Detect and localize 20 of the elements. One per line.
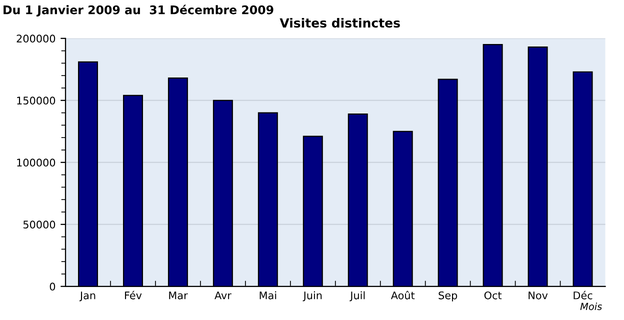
x-tick-label: Mai	[260, 291, 276, 300]
x-tick-label: Juin	[302, 291, 322, 302]
x-tick-label: Avr	[214, 292, 232, 300]
x-tick-label: Oct	[484, 291, 502, 300]
y-tick-label: 100000	[17, 158, 56, 167]
y-tick-label: 0	[50, 282, 56, 291]
chart-title: Visites distinctes	[280, 18, 400, 28]
x-tick-label: Sep	[438, 291, 458, 302]
y-tick-label: 50000	[23, 220, 56, 229]
x-tick-label: Août	[390, 290, 415, 300]
x-tick-label: Déc	[574, 290, 592, 300]
y-tick-label: 200000	[16, 34, 56, 43]
text: Du 1 Janvier 2009 au 31 Décembre 2009	[4, 4, 274, 17]
x-axis-title: Mois	[580, 302, 602, 310]
x-tick-label: Fév	[125, 290, 142, 300]
x-tick-label: Nov	[528, 292, 548, 300]
y-tick-label: 150000	[17, 96, 56, 105]
x-tick-label: Mar	[169, 292, 188, 300]
x-tick-label: Juil	[350, 291, 365, 302]
x-tick-label: Jan	[79, 292, 96, 302]
